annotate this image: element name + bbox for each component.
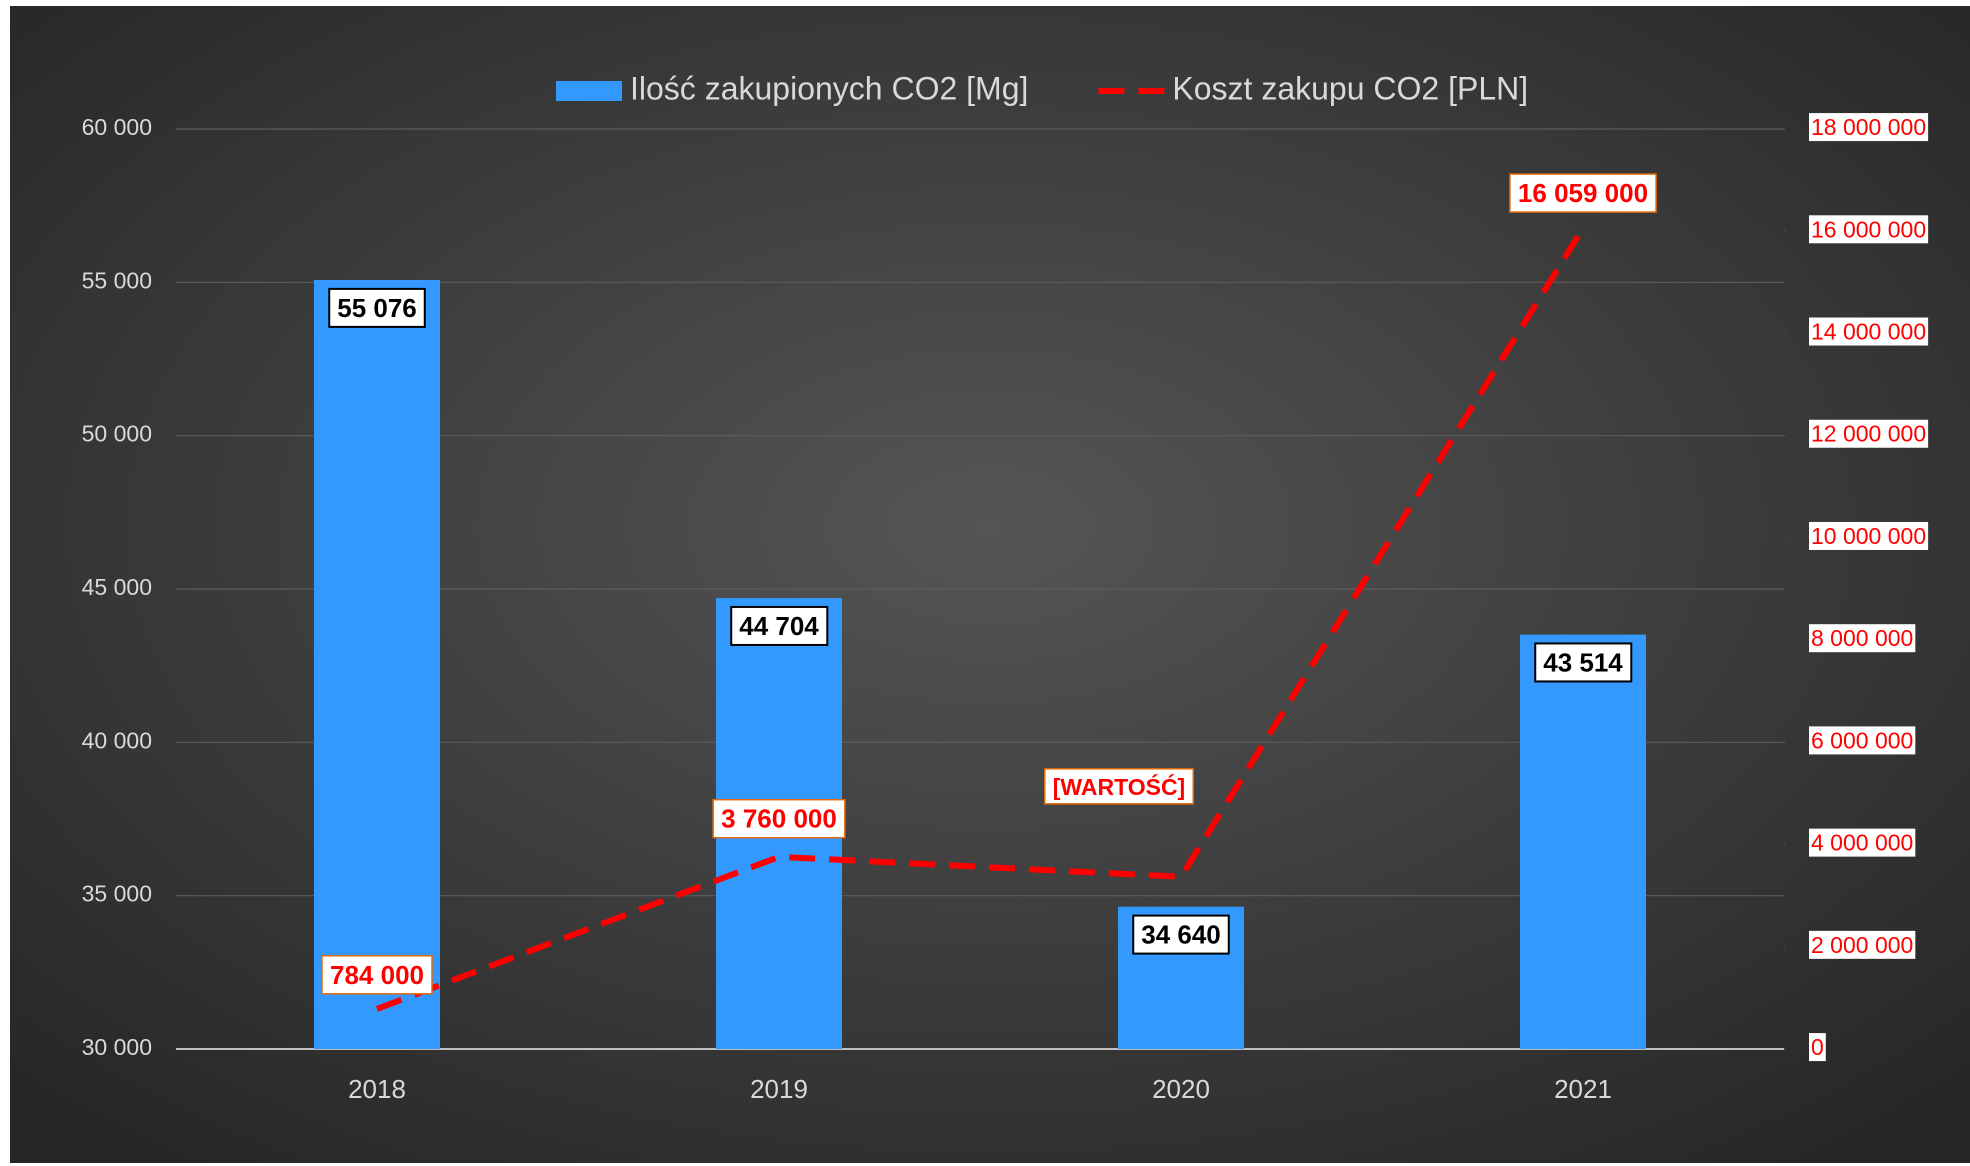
- data-label: 55 076: [337, 293, 417, 323]
- x-tick-label: 2020: [1152, 1074, 1210, 1104]
- y2-tick-label-box: [1809, 828, 1916, 857]
- legend-label: Koszt zakupu CO2 [PLN]: [1172, 70, 1528, 106]
- data-label: 784 000: [330, 960, 424, 990]
- y2-tick-label: 16 000 000: [1811, 216, 1926, 242]
- y2-tick-label-box: [1809, 113, 1929, 142]
- line: [375, 226, 1586, 1012]
- y-tick-label: 40 000: [82, 727, 152, 753]
- bar: [314, 280, 440, 1049]
- y2-tick-label: 12 000 000: [1811, 421, 1926, 447]
- y2-tick-label-box: [1809, 1033, 1826, 1062]
- y-tick-label: 60 000: [82, 114, 152, 140]
- data-label: 44 704: [739, 611, 819, 641]
- data-label-box: [712, 798, 846, 839]
- data-label-box: [1509, 173, 1657, 213]
- y2-tick-label-box: [1809, 317, 1929, 346]
- data-label: 34 640: [1141, 920, 1221, 950]
- y2-tick-label-box: [1809, 521, 1929, 550]
- y2-tick-label-box: [1809, 930, 1916, 959]
- data-label: 16 059 000: [1518, 178, 1648, 208]
- legend-label: Ilość zakupionych CO2 [Mg]: [630, 70, 1028, 106]
- x-tick-label: 2021: [1554, 1074, 1612, 1104]
- y2-tick-label: 8 000 000: [1811, 625, 1913, 651]
- x-tick-label: 2019: [750, 1074, 808, 1104]
- data-label-box: [1534, 642, 1633, 683]
- y2-tick-label-box: [1809, 419, 1929, 448]
- data-label-box: [730, 605, 829, 646]
- data-label-box: [321, 955, 433, 995]
- y2-tick-label-box: [1809, 624, 1916, 653]
- data-label-box: [328, 287, 426, 328]
- y2-tick-label: 14 000 000: [1811, 319, 1926, 345]
- plot-background: [10, 6, 1970, 1163]
- y2-tick-label-box: [1809, 215, 1929, 244]
- y2-tick-label: 2 000 000: [1811, 932, 1913, 958]
- data-label: [WARTOŚĆ]: [1053, 773, 1185, 800]
- bar: [1520, 634, 1646, 1049]
- y2-tick-label: 10 000 000: [1811, 523, 1926, 549]
- y2-tick-label: 4 000 000: [1811, 830, 1913, 856]
- data-label-box: [1044, 768, 1194, 805]
- y-tick-label: 35 000: [82, 881, 152, 907]
- x-tick-label: 2018: [348, 1074, 406, 1104]
- data-label: 3 760 000: [721, 804, 837, 834]
- y-tick-label: 30 000: [82, 1034, 152, 1060]
- data-label-box: [1132, 914, 1230, 955]
- data-label: 43 514: [1543, 647, 1623, 677]
- y-tick-label: 50 000: [82, 421, 152, 447]
- y2-tick-label: 6 000 000: [1811, 727, 1913, 753]
- y2-tick-label-box: [1809, 726, 1916, 755]
- legend-swatch: [556, 81, 622, 101]
- y2-tick-label: 18 000 000: [1811, 114, 1926, 140]
- y-tick-label: 55 000: [82, 267, 152, 293]
- y-tick-label: 45 000: [82, 574, 152, 600]
- y2-tick-label: 0: [1811, 1034, 1824, 1060]
